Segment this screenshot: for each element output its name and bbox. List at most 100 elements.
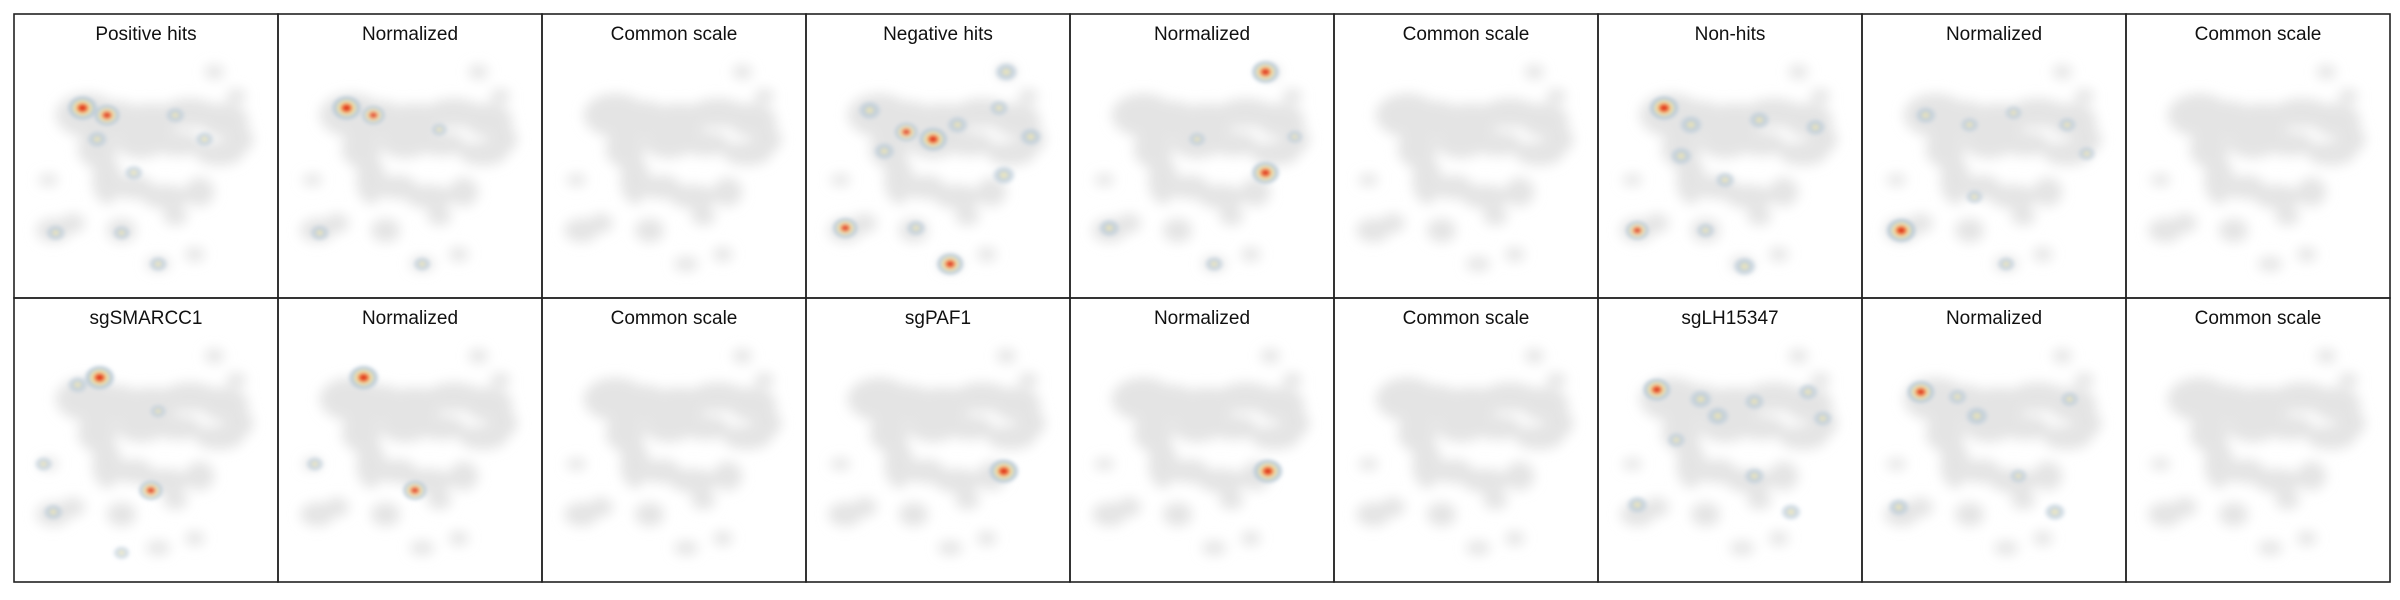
map-region — [1954, 502, 1985, 527]
map-region — [324, 213, 349, 233]
map-region — [490, 88, 511, 104]
map-region — [1737, 416, 1787, 440]
map-region — [324, 497, 349, 517]
map-region — [1358, 458, 1379, 470]
map-region — [732, 64, 753, 80]
map-region — [681, 132, 731, 156]
panel: Normalized — [1861, 297, 2127, 583]
map-region — [1940, 156, 1970, 204]
map-region — [2338, 372, 2359, 388]
map-region — [1241, 247, 1261, 262]
map-region — [713, 461, 743, 491]
map-region — [1209, 416, 1259, 440]
map-region — [2297, 247, 2317, 262]
map-region — [644, 129, 694, 159]
map-region — [427, 206, 452, 226]
map-region — [1197, 184, 1246, 209]
umap-background — [1620, 64, 1838, 272]
density-hotspot — [164, 106, 187, 125]
map-region — [681, 416, 731, 440]
map-region — [2297, 177, 2327, 207]
density-hotspot — [92, 103, 122, 127]
density-hotspot — [2043, 502, 2067, 522]
density-hotspot — [2076, 145, 2097, 162]
panel: Common scale — [2125, 13, 2391, 299]
umap-background — [36, 64, 254, 272]
density-hotspot — [1187, 131, 1208, 148]
map-region — [754, 88, 775, 104]
panel: Normalized — [277, 13, 543, 299]
map-region — [1473, 416, 1523, 440]
map-region — [933, 184, 982, 209]
map-region — [2218, 218, 2249, 243]
panel-title: Normalized — [362, 308, 458, 329]
panel: Normalized — [1069, 297, 1335, 583]
map-region — [1644, 213, 1670, 233]
density-hotspot — [137, 479, 165, 502]
map-region — [185, 177, 215, 207]
panel: sgLH15347 — [1597, 297, 1863, 583]
map-region — [2265, 132, 2315, 156]
map-region — [2001, 132, 2051, 156]
map-region — [722, 425, 772, 450]
density-hotspot — [1665, 431, 1687, 449]
map-region — [1219, 206, 1244, 226]
density-hotspot — [917, 126, 949, 153]
map-region — [1358, 174, 1379, 186]
map-region — [986, 425, 1036, 450]
map-region — [852, 497, 877, 517]
density-hotspot — [1779, 502, 1803, 522]
density-hotspot — [872, 141, 897, 161]
density-hotspot — [1964, 188, 1985, 205]
density-hotspot — [2056, 116, 2078, 134]
map-region — [1094, 458, 1115, 470]
density-hotspot — [1887, 497, 1911, 517]
density-hotspot — [1732, 256, 1758, 277]
map-region — [1380, 213, 1406, 233]
map-region — [1461, 184, 1510, 209]
map-region — [1676, 156, 1706, 204]
map-region — [955, 490, 980, 510]
map-region — [1747, 206, 1772, 226]
panel-title: Normalized — [1946, 308, 2042, 329]
panel: sgPAF1 — [805, 297, 1071, 583]
density-hotspot — [1641, 377, 1673, 403]
map-region — [204, 64, 225, 80]
map-region — [2297, 531, 2317, 546]
density-hotspot — [1743, 466, 1766, 486]
map-region — [417, 132, 467, 156]
density-hotspot — [1705, 405, 1731, 427]
density-hotspot — [33, 455, 54, 473]
density-hotspot — [194, 130, 215, 148]
map-region — [38, 174, 59, 186]
density-hotspot — [1743, 392, 1766, 411]
map-region — [1514, 141, 1564, 166]
density-hotspot — [112, 545, 132, 561]
map-region — [1505, 531, 1525, 546]
panel-title: Normalized — [1154, 24, 1250, 45]
map-region — [1148, 156, 1178, 204]
map-region — [634, 218, 665, 243]
umap-background — [1356, 64, 1574, 272]
map-region — [2265, 416, 2315, 440]
map-region — [106, 502, 137, 527]
panel: Negative hits — [805, 13, 1071, 299]
map-region — [1162, 502, 1193, 527]
map-region — [2306, 425, 2356, 450]
map-region — [1202, 540, 1227, 556]
map-region — [163, 206, 188, 226]
panel-title: Common scale — [1403, 308, 1530, 329]
map-region — [185, 461, 215, 491]
map-region — [458, 141, 508, 166]
map-region — [1282, 88, 1303, 104]
map-region — [226, 88, 247, 104]
panel-title: sgSMARCC1 — [90, 308, 203, 329]
map-region — [977, 177, 1007, 207]
map-region — [1466, 256, 1491, 272]
map-region — [713, 177, 743, 207]
map-region — [674, 256, 699, 272]
map-region — [468, 64, 489, 80]
map-region — [1788, 348, 1809, 364]
density-hotspot — [1648, 94, 1681, 122]
panel-title: Negative hits — [883, 24, 993, 45]
